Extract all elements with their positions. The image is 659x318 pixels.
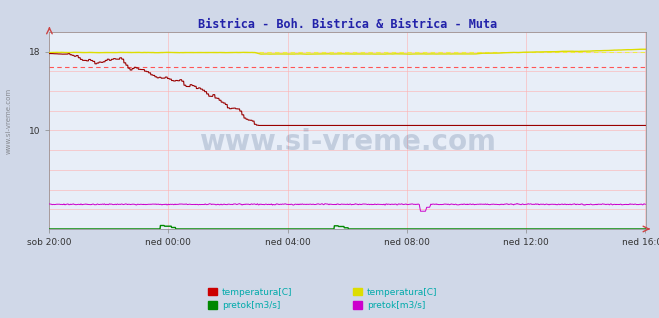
Text: www.si-vreme.com: www.si-vreme.com (199, 128, 496, 156)
Text: www.si-vreme.com: www.si-vreme.com (5, 88, 12, 154)
Title: Bistrica - Boh. Bistrica & Bistrica - Muta: Bistrica - Boh. Bistrica & Bistrica - Mu… (198, 17, 498, 31)
Legend: temperatura[C], pretok[m3/s]: temperatura[C], pretok[m3/s] (208, 288, 293, 310)
Legend: temperatura[C], pretok[m3/s]: temperatura[C], pretok[m3/s] (353, 288, 438, 310)
